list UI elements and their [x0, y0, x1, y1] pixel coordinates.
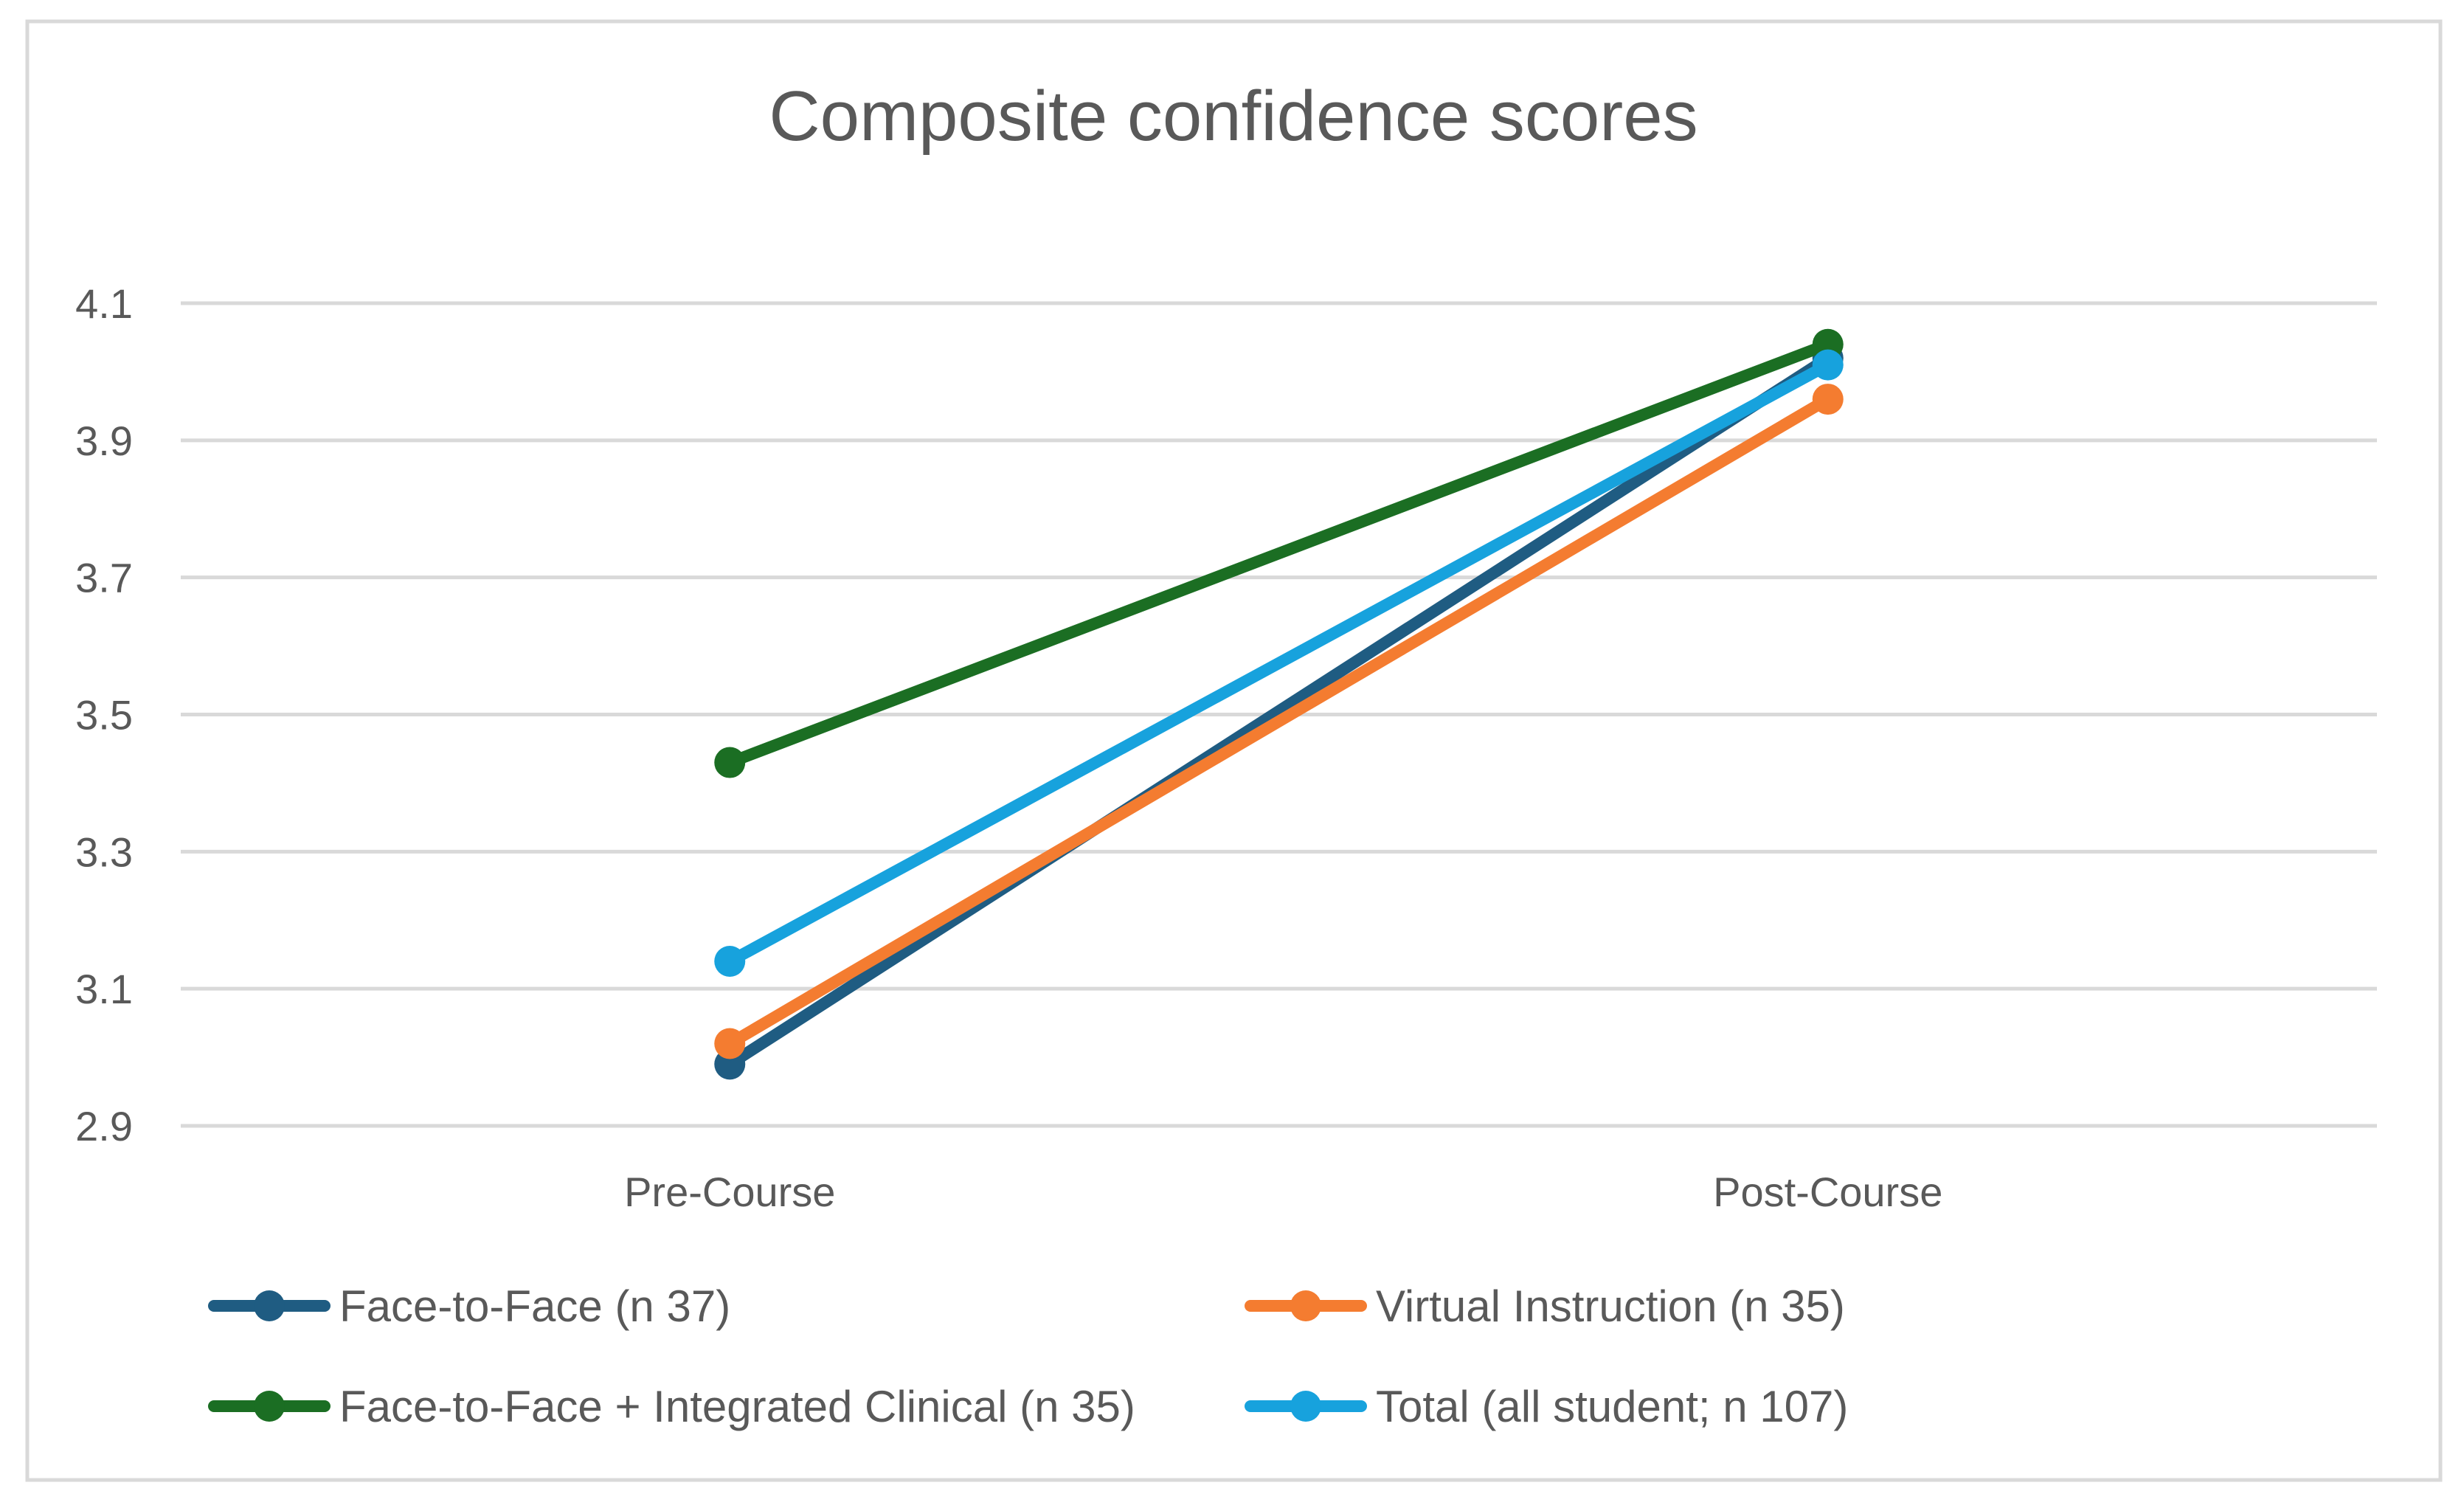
legend-item: Face-to-Face + Integrated Clinical (n 35…	[208, 1382, 1135, 1431]
legend-item: Total (all student; n 107)	[1245, 1382, 1848, 1431]
legend-label: Face-to-Face (n 37)	[339, 1282, 730, 1331]
legend-swatch-marker	[254, 1290, 285, 1321]
y-tick-label: 3.9	[75, 418, 133, 464]
data-point	[1812, 384, 1844, 415]
x-tick-label: Post-Course	[1713, 1169, 1942, 1215]
legend-swatch-marker	[1290, 1391, 1321, 1422]
series-line	[724, 338, 1834, 769]
legend-item: Virtual Instruction (n 35)	[1245, 1282, 1845, 1331]
series-lines	[714, 328, 1844, 1080]
x-axis-ticks: Pre-Course Post-Course	[624, 1169, 1942, 1215]
legend-swatch-marker	[254, 1391, 285, 1422]
gridlines	[181, 301, 2377, 1128]
legend-label: Face-to-Face + Integrated Clinical (n 35…	[339, 1382, 1135, 1431]
data-point	[714, 1028, 746, 1059]
x-tick-label: Pre-Course	[624, 1169, 835, 1215]
series-4	[714, 349, 1844, 977]
y-tick-label: 3.3	[75, 829, 133, 875]
series-line	[724, 393, 1834, 1050]
legend: Face-to-Face (n 37) Virtual Instruction (…	[208, 1282, 1848, 1431]
legend-label: Virtual Instruction (n 35)	[1376, 1282, 1845, 1331]
data-point	[714, 747, 746, 778]
y-tick-label: 3.1	[75, 966, 133, 1012]
legend-swatch-marker	[1290, 1290, 1321, 1321]
data-point	[714, 946, 746, 977]
y-tick-label: 3.7	[75, 555, 133, 601]
series-line	[724, 352, 1834, 1071]
series-line	[724, 359, 1834, 967]
y-tick-label: 3.5	[75, 692, 133, 739]
legend-item: Face-to-Face (n 37)	[208, 1282, 730, 1331]
y-tick-label: 4.1	[75, 280, 133, 327]
y-tick-label: 2.9	[75, 1103, 133, 1149]
data-point	[1812, 349, 1844, 381]
chart-title: Composite confidence scores	[769, 77, 1698, 156]
legend-label: Total (all student; n 107)	[1376, 1382, 1848, 1431]
y-axis-ticks: 2.9 3.1 3.3 3.5 3.7 3.9 4.1	[75, 280, 133, 1149]
series-2	[714, 384, 1844, 1059]
